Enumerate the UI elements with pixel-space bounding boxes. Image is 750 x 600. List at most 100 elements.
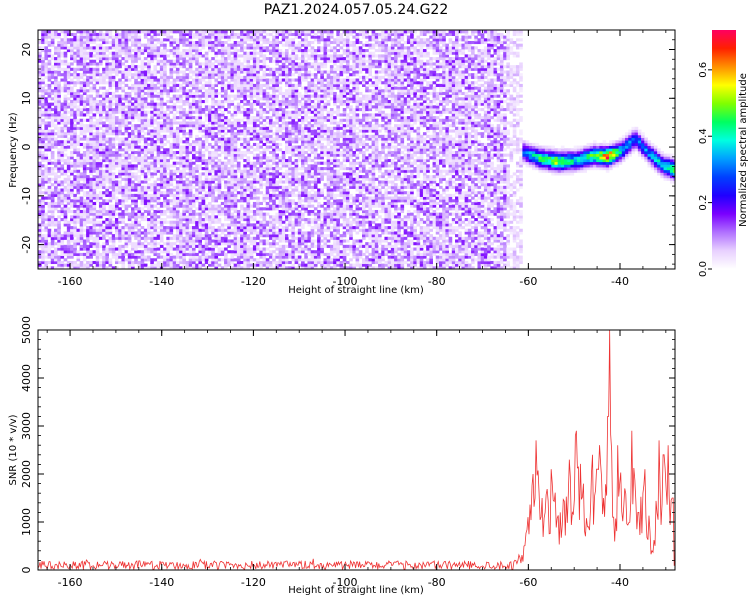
heatmap-cell bbox=[147, 65, 151, 69]
heatmap-cell bbox=[86, 180, 90, 184]
heatmap-cell bbox=[159, 228, 164, 232]
heatmap-cell bbox=[230, 231, 235, 235]
heatmap-cell bbox=[92, 191, 97, 195]
heatmap-cell bbox=[201, 183, 206, 187]
heatmap-cell bbox=[208, 145, 212, 149]
heatmap-cell bbox=[108, 247, 113, 251]
heatmap-cell bbox=[114, 159, 119, 163]
heatmap-cell bbox=[137, 132, 142, 136]
heatmap-cell bbox=[195, 75, 199, 79]
heatmap-cell bbox=[102, 148, 106, 152]
heatmap-cell bbox=[211, 116, 215, 120]
heatmap-cell bbox=[150, 234, 154, 238]
heatmap-cell bbox=[124, 177, 129, 181]
heatmap-cell bbox=[86, 99, 90, 104]
heatmap-cell bbox=[224, 193, 228, 197]
heatmap-cell bbox=[108, 220, 113, 224]
heatmap-cell bbox=[182, 32, 186, 37]
heatmap-cell bbox=[243, 102, 247, 106]
heatmap-cell bbox=[188, 215, 193, 219]
heatmap-cell bbox=[60, 260, 65, 265]
heatmap-cell bbox=[224, 183, 228, 187]
heatmap-cell bbox=[227, 183, 231, 187]
heatmap-cell bbox=[233, 252, 238, 256]
heatmap-cell bbox=[175, 212, 180, 216]
heatmap-cell bbox=[163, 43, 167, 47]
heatmap-cell bbox=[240, 218, 244, 222]
heatmap-cell bbox=[153, 121, 158, 125]
heatmap-cell bbox=[105, 260, 109, 265]
heatmap-cell bbox=[137, 145, 142, 149]
heatmap-cell bbox=[252, 118, 257, 122]
heatmap-cell bbox=[230, 134, 235, 138]
heatmap-cell bbox=[182, 172, 186, 176]
heatmap-cell bbox=[156, 220, 161, 224]
heatmap-cell bbox=[121, 260, 126, 265]
heatmap-cell bbox=[47, 231, 52, 235]
heatmap-cell bbox=[89, 188, 93, 192]
heatmap-cell bbox=[57, 102, 61, 106]
heatmap-cell bbox=[111, 108, 116, 112]
heatmap-cell bbox=[44, 164, 49, 168]
heatmap-cell bbox=[70, 185, 74, 189]
heatmap-cell bbox=[230, 59, 235, 63]
heatmap-cell bbox=[185, 121, 190, 125]
heatmap-cell bbox=[143, 193, 148, 197]
heatmap-cell bbox=[217, 137, 222, 141]
heatmap-cell bbox=[217, 250, 222, 254]
heatmap-cell bbox=[198, 145, 203, 149]
heatmap-cell bbox=[224, 94, 228, 98]
heatmap-cell bbox=[111, 113, 116, 117]
heatmap-cell bbox=[249, 51, 254, 55]
heatmap-cell bbox=[105, 65, 109, 69]
heatmap-cell bbox=[38, 231, 42, 235]
heatmap-cell bbox=[47, 49, 52, 53]
heatmap-cell bbox=[217, 121, 222, 125]
heatmap-cell bbox=[98, 134, 103, 138]
heatmap-cell bbox=[156, 231, 161, 235]
heatmap-cell bbox=[140, 51, 145, 55]
heatmap-cell bbox=[86, 70, 90, 74]
heatmap-cell bbox=[131, 164, 135, 168]
heatmap-cell bbox=[191, 196, 196, 200]
heatmap-cell bbox=[182, 124, 186, 128]
heatmap-cell bbox=[102, 153, 106, 157]
heatmap-cell bbox=[262, 65, 267, 69]
heatmap-cell bbox=[108, 46, 113, 50]
heatmap-cell bbox=[82, 234, 87, 238]
heatmap-cell bbox=[89, 156, 93, 160]
heatmap-cell bbox=[159, 59, 164, 63]
heatmap-cell bbox=[227, 215, 231, 219]
heatmap-cell bbox=[60, 108, 65, 112]
heatmap-cell bbox=[236, 250, 241, 254]
heatmap-cell bbox=[259, 110, 263, 114]
heatmap-cell bbox=[195, 94, 199, 98]
heatmap-cell bbox=[224, 169, 228, 173]
heatmap-cell bbox=[262, 193, 267, 197]
heatmap-cell bbox=[140, 201, 145, 206]
heatmap-cell bbox=[140, 49, 145, 53]
heatmap-cell bbox=[169, 228, 174, 232]
heatmap-cell bbox=[57, 113, 61, 117]
heatmap-cell bbox=[82, 65, 87, 69]
heatmap-cell bbox=[179, 258, 183, 262]
heatmap-cell bbox=[140, 260, 145, 265]
heatmap-cell bbox=[175, 67, 180, 71]
heatmap-cell bbox=[95, 57, 100, 61]
heatmap-cell bbox=[70, 252, 74, 256]
heatmap-cell bbox=[82, 81, 87, 85]
heatmap-cell bbox=[143, 32, 148, 37]
heatmap-cell bbox=[243, 132, 247, 136]
heatmap-cell bbox=[147, 172, 151, 176]
heatmap-cell bbox=[79, 57, 84, 61]
heatmap-cell bbox=[150, 78, 154, 82]
heatmap-cell bbox=[169, 244, 174, 248]
heatmap-cell bbox=[140, 94, 145, 98]
heatmap-cell bbox=[41, 204, 45, 208]
heatmap-cell bbox=[188, 188, 193, 192]
heatmap-cell bbox=[134, 49, 138, 53]
heatmap-cell bbox=[230, 212, 235, 216]
heatmap-cell bbox=[57, 49, 61, 53]
heatmap-cell bbox=[227, 226, 231, 230]
heatmap-cell bbox=[172, 121, 177, 125]
